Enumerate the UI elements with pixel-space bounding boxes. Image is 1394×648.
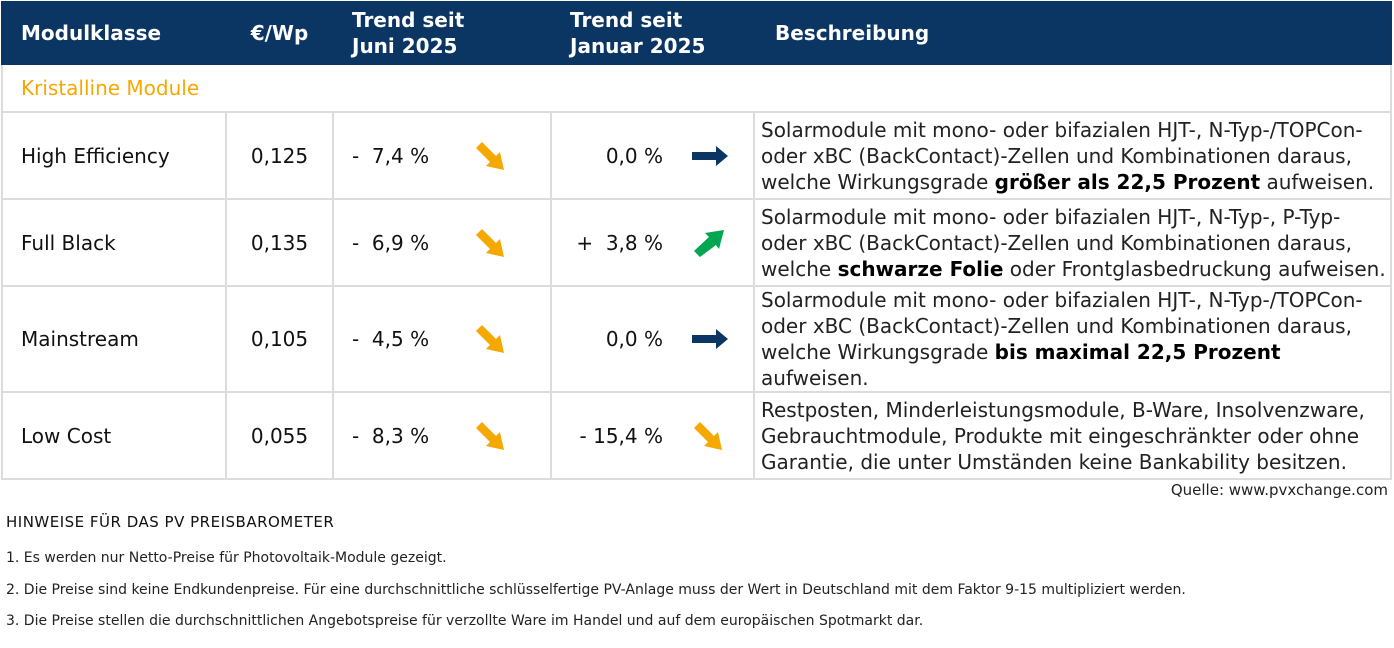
description: Solarmodule mit mono- oder bifazialen HJ…	[753, 198, 1392, 287]
notes-title: HINWEISE FÜR DAS PV PREISBAROMETER	[6, 513, 335, 531]
header-trend-january: Trend seit Januar 2025	[550, 1, 755, 65]
trend-january-value: 0,0 %	[605, 143, 663, 168]
description-text: oder Frontglasbedruckung aufweisen.	[1003, 256, 1386, 281]
header-line: Trend seit	[570, 8, 683, 32]
header-line: Trend seit	[352, 8, 465, 32]
module-class: Low Cost	[1, 391, 227, 480]
note: 3. Die Preise stellen die durchschnittli…	[6, 613, 924, 629]
trend-january: 0,0 %	[550, 285, 755, 393]
trend-june-value: - 4,5 %	[352, 327, 430, 351]
trend-january-value: - 15,4 %	[579, 423, 663, 448]
description-text: aufweisen.	[1260, 169, 1375, 194]
trend-june: - 8,3 %	[332, 391, 552, 480]
trend-june-value: - 6,9 %	[352, 230, 430, 255]
description-text: größer als 22,5 Prozent	[994, 169, 1261, 194]
source: Quelle: www.pvxchange.com	[1170, 481, 1388, 499]
table-row: Mainstream 0,105 - 4,5 % 0,0 % Solarmodu…	[1, 285, 1392, 393]
price: 0,105	[225, 285, 334, 393]
table-header: Modulklasse €/Wp Trend seit Juni 2025 Tre…	[1, 1, 1392, 65]
description-text: Restposten, Minderleistungsmodule, B-War…	[761, 397, 1365, 474]
header-price: €/Wp	[225, 1, 334, 65]
header-line: Januar 2025	[570, 34, 706, 58]
price: 0,125	[225, 111, 334, 200]
module-class: Full Black	[1, 198, 227, 287]
table-row: High Efficiency 0,125 - 7,4 % 0,0 % Sola…	[1, 111, 1392, 200]
table-row: Full Black 0,135 - 6,9 % + 3,8 % Solarmo…	[1, 198, 1392, 287]
module-class: High Efficiency	[1, 111, 227, 200]
trend-june-value: - 7,4 %	[352, 143, 430, 168]
trend-june: - 7,4 %	[332, 111, 552, 200]
note: 1. Es werden nur Netto-Preise für Photov…	[6, 550, 447, 566]
header-modulklasse: Modulklasse	[1, 1, 227, 65]
description-text: Solarmodule mit mono- oder bifazialen HJ…	[761, 288, 1363, 364]
description-text: schwarze Folie	[837, 256, 1004, 281]
description: Restposten, Minderleistungsmodule, B-War…	[753, 391, 1392, 480]
description-text: Solarmodule mit mono- oder bifazialen HJ…	[761, 117, 1363, 194]
price: 0,135	[225, 198, 334, 287]
description: Solarmodule mit mono- oder bifazialen HJ…	[753, 111, 1392, 200]
trend-january: + 3,8 %	[550, 198, 755, 287]
price: 0,055	[225, 391, 334, 480]
module-class: Mainstream	[1, 285, 227, 393]
header-trend-june: Trend seit Juni 2025	[332, 1, 552, 65]
trend-june: - 4,5 %	[332, 285, 552, 393]
description-text: Solarmodule mit mono- oder bifazialen HJ…	[761, 204, 1352, 281]
table-row: Low Cost 0,055 - 8,3 % - 15,4 % Restpost…	[1, 391, 1392, 480]
price-table: Modulklasse €/Wp Trend seit Juni 2025 Tre…	[1, 1, 1392, 480]
trend-january: 0,0 %	[550, 111, 755, 200]
description-text: bis maximal 22,5 Prozent	[994, 340, 1281, 364]
trend-june: - 6,9 %	[332, 198, 552, 287]
trend-january-value: 0,0 %	[605, 327, 663, 351]
trend-january: - 15,4 %	[550, 391, 755, 480]
description: Solarmodule mit mono- oder bifazialen HJ…	[753, 285, 1392, 393]
header-description: Beschreibung	[753, 1, 1392, 65]
note: 2. Die Preise sind keine Endkundenpreise…	[6, 582, 1186, 598]
category-label: Kristalline Module	[1, 63, 1392, 113]
description-text: aufweisen.	[761, 366, 869, 390]
header-line: Juni 2025	[352, 34, 458, 58]
trend-january-value: + 3,8 %	[576, 230, 663, 255]
trend-june-value: - 8,3 %	[352, 423, 430, 448]
